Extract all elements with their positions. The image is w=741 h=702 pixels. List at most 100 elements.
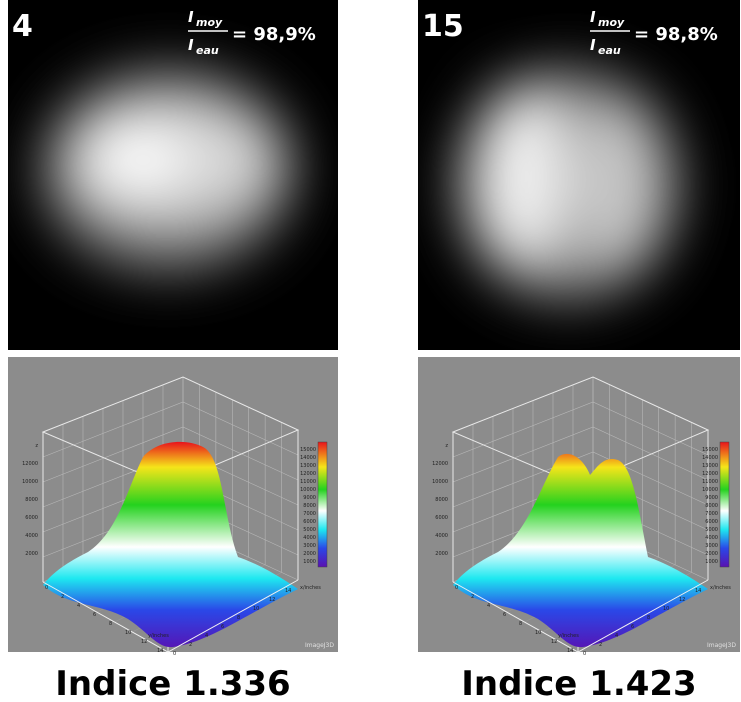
colorbar-tick-label: 12000 [300, 471, 316, 477]
colorbar-tick-label: 7000 [705, 511, 718, 517]
y-tick-label: 12 [141, 639, 147, 645]
x-tick-label: 12 [269, 597, 275, 603]
colorbar-tick-label: 10000 [702, 487, 718, 493]
y-tick-label: 2 [61, 594, 64, 600]
box-edge [42, 579, 299, 653]
z-tick-label: 2000 [25, 551, 38, 557]
y-tick-label: 4 [487, 603, 490, 609]
colorbar [719, 441, 730, 568]
colorbar-tick-label: 9000 [705, 495, 718, 501]
y-tick-label: 0 [45, 585, 48, 591]
z-tick-label: 6000 [435, 515, 448, 521]
y-tick-label: 14 [157, 648, 163, 654]
surface [453, 453, 708, 648]
z-tick-label: 12000 [432, 461, 448, 467]
x-tick-label: 4 [615, 633, 618, 639]
x-tick-label: 8 [237, 615, 240, 621]
colorbar-tick-label: 15000 [702, 447, 718, 453]
x-tick-label: 6 [221, 624, 224, 630]
ratio-denominator: I [188, 36, 194, 54]
x-tick-label: 8 [647, 615, 650, 621]
ratio-numerator-sub: moy [598, 16, 625, 29]
colorbar-tick-label: 1000 [705, 559, 718, 565]
colorbar-tick-label: 2000 [705, 551, 718, 557]
image-content [418, 0, 740, 350]
y-tick-label: 14 [567, 648, 573, 654]
ratio-value: = 98,8% [634, 24, 718, 45]
z-tick-label: 8000 [25, 497, 38, 503]
colorbar-tick-label: 9000 [303, 495, 316, 501]
z-tick-label: 6000 [25, 515, 38, 521]
colorbar-tick-label: 4000 [705, 535, 718, 541]
colorbar-tick-label: 15000 [300, 447, 316, 453]
y-tick-label: 2 [471, 594, 474, 600]
x-tick-label: 6 [631, 624, 634, 630]
colorbar-tick-label: 6000 [303, 519, 316, 525]
colorbar-tick-label: 6000 [705, 519, 718, 525]
z-tick-label: 8000 [435, 497, 448, 503]
z-tick-label: 2000 [435, 551, 448, 557]
ratio-denominator: I [590, 36, 596, 54]
y-tick-label: 4 [77, 603, 80, 609]
watermark: ImageJ3D [707, 642, 736, 649]
blob-left [478, 85, 568, 265]
x-axis-label: x/inches [300, 585, 321, 591]
surface [43, 441, 298, 648]
ratio-denominator-sub: eau [196, 44, 219, 57]
ratio-numerator: I [590, 8, 596, 26]
image-content [8, 0, 338, 350]
y-tick-label: 10 [535, 630, 541, 636]
y-axis-label: y/inches [148, 633, 169, 639]
box-edge [452, 579, 709, 653]
colorbar-tick-label: 8000 [303, 503, 316, 509]
colorbar-tick-label: 11000 [702, 479, 718, 485]
colorbar [317, 441, 328, 568]
z-tick-label: 4000 [435, 533, 448, 539]
z-tick-label: 4000 [25, 533, 38, 539]
colorbar-tick-label: 4000 [303, 535, 316, 541]
x-tick-label: 2 [599, 642, 602, 648]
panel-number: 4 [12, 9, 33, 44]
blob-core [93, 125, 183, 195]
y-tick-label: 6 [93, 612, 96, 618]
x-tick-label: 0 [173, 651, 176, 657]
y-tick-label: 10 [125, 630, 131, 636]
blob-right [578, 100, 658, 270]
z-tick-label: 12000 [22, 461, 38, 467]
y-tick-label: 8 [109, 621, 112, 627]
surface-plot: 20004000600080001000012000z02468101214y/… [418, 357, 740, 657]
x-tick-label: 14 [285, 588, 291, 594]
x-tick-label: 0 [583, 651, 586, 657]
blob [43, 70, 293, 270]
surface-plot: 2000 4000 6000 8000 10000 12000 z 0 2 4 6 8 10 12 14 y/… [8, 357, 338, 657]
blob [458, 70, 678, 300]
x-tick-label: 12 [679, 597, 685, 603]
colorbar-tick-label: 3000 [705, 543, 718, 549]
colorbar-tick-label: 14000 [702, 455, 718, 461]
colorbar-tick-label: 5000 [303, 527, 316, 533]
y-tick-label: 8 [519, 621, 522, 627]
z-tick-label: 10000 [432, 479, 448, 485]
colorbar-tick-label: 13000 [702, 463, 718, 469]
caption: Indice 1.336 [55, 664, 290, 702]
y-axis-label: y/inches [558, 633, 579, 639]
y-tick-label: 6 [503, 612, 506, 618]
x-tick-label: 2 [189, 642, 192, 648]
colorbar-tick-label: 5000 [705, 527, 718, 533]
colorbar-tick-label: 13000 [300, 463, 316, 469]
ratio-numerator-sub: moy [196, 16, 223, 29]
x-tick-label: 10 [663, 606, 669, 612]
panel-number: 15 [422, 9, 464, 44]
z-tick-label: 10000 [22, 479, 38, 485]
y-tick-label: 12 [551, 639, 557, 645]
colorbar-tick-label: 3000 [303, 543, 316, 549]
ratio-numerator: I [188, 8, 194, 26]
ratio-denominator-sub: eau [598, 44, 621, 57]
watermark: ImageJ3D [305, 642, 334, 649]
z-axis-label: z [35, 443, 38, 449]
caption: Indice 1.423 [461, 664, 696, 702]
